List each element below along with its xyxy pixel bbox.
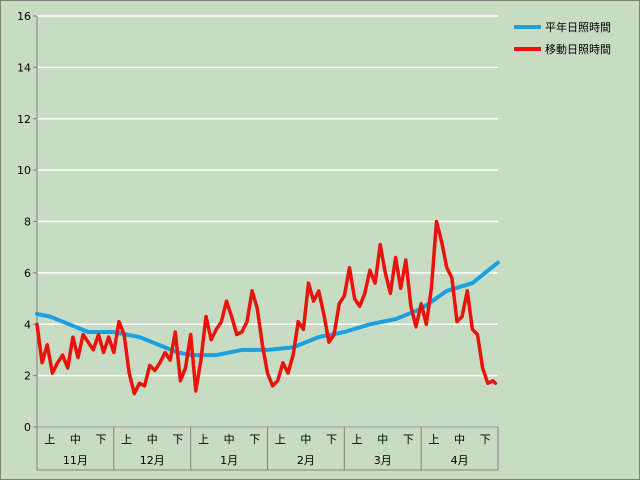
decade-label: 下 [172,433,183,446]
decade-label: 中 [300,433,311,446]
decade-label: 中 [70,433,81,446]
y-tick-label: 6 [24,267,31,280]
decade-label: 上 [352,433,363,446]
decade-label: 上 [198,433,209,446]
month-label: 4月 [451,454,469,467]
gridlines [37,15,498,428]
y-tick-label: 10 [17,164,31,177]
series-line-0 [35,260,500,358]
decade-label: 中 [224,433,235,446]
y-axis-ticks: 0 2 4 6 8 10 12 14 16 [17,10,38,434]
y-tick-label: 0 [24,421,31,434]
series-lines [35,219,500,396]
month-label: 12月 [140,454,165,467]
x-axis: 11月上中下12月上中下1月上中下2月上中下3月上中下4月上中下 [36,426,499,471]
y-tick-label: 12 [17,113,31,126]
decade-label: 下 [326,433,337,446]
month-label: 3月 [374,454,392,467]
y-tick-label: 8 [24,216,31,229]
month-label: 11月 [63,454,88,467]
y-tick-label: 16 [17,10,31,23]
legend-label-0: 平年日照時間 [545,20,611,34]
y-tick-label: 14 [17,61,31,74]
legend-label-1: 移動日照時間 [545,42,611,56]
decade-label: 下 [403,433,414,446]
y-tick-label: 4 [24,318,31,331]
month-label: 1月 [220,454,238,467]
series-line-1 [35,219,498,396]
month-label: 2月 [297,454,315,467]
decade-label: 上 [428,433,439,446]
decade-label: 下 [480,433,491,446]
decade-label: 中 [147,433,158,446]
decade-label: 上 [44,433,55,446]
decade-label: 中 [377,433,388,446]
decade-label: 下 [96,433,107,446]
y-tick-label: 2 [24,370,31,383]
decade-label: 中 [454,433,465,446]
decade-label: 上 [121,433,132,446]
decade-label: 下 [249,433,260,446]
decade-label: 上 [275,433,286,446]
